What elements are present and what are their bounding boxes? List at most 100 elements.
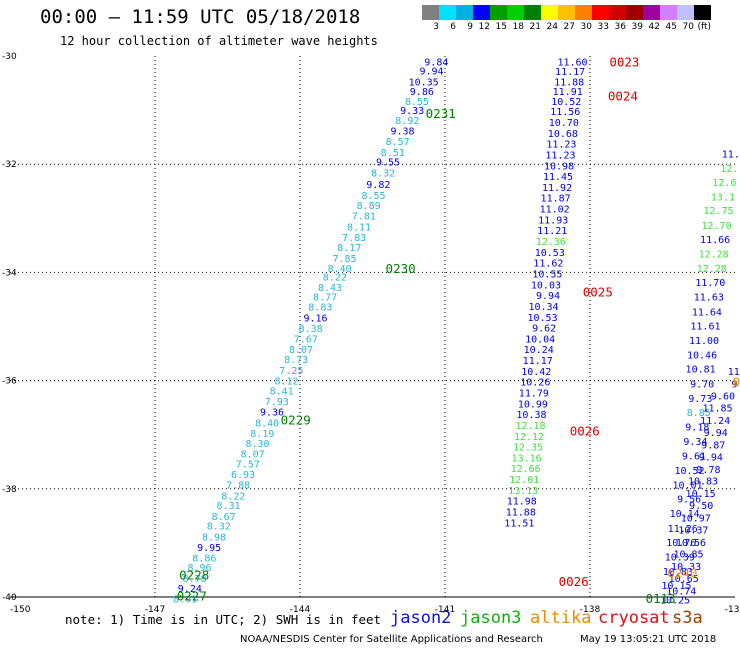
wave-height-value: 10.85	[673, 550, 703, 561]
wave-height-value: 9	[731, 379, 737, 390]
wave-height-value: 8.19	[250, 429, 274, 440]
wave-height-value: 13.13	[508, 486, 538, 497]
wave-height-value: 10.70	[549, 118, 579, 129]
wave-height-value: 10.46	[687, 351, 717, 362]
wave-height-value: 11.17	[523, 356, 553, 367]
wave-height-value: 10.01	[673, 480, 703, 491]
pass-time-label: 0229	[281, 413, 311, 428]
wave-height-value: 9.94	[536, 291, 560, 302]
wave-height-value: 11.21	[537, 226, 567, 237]
wave-height-value: 8.11	[347, 222, 371, 233]
wave-height-value: 11.	[722, 149, 740, 160]
color-swatch	[422, 5, 439, 20]
wave-height-value: 11.51	[504, 518, 534, 529]
wave-height-value: 10.39	[665, 552, 695, 563]
wave-height-value: 11.88	[554, 77, 584, 88]
wave-height-value: 8.55	[361, 191, 385, 202]
wave-height-value: 9.84	[424, 57, 448, 68]
x-tick-label: -147	[145, 605, 165, 615]
wave-height-value: 11.91	[553, 87, 583, 98]
wave-height-value: 8.73	[284, 355, 308, 366]
wave-height-value: 9.61	[682, 451, 706, 462]
generated-timestamp: May 19 13:05:21 UTC 2018	[580, 634, 717, 645]
wave-height-value: 8.32	[371, 168, 395, 179]
wave-height-value: 12.28	[699, 249, 729, 260]
pass-time-label: 0240	[667, 566, 697, 581]
color-swatch	[456, 5, 473, 20]
wave-height-values: 9.849.9410.359.868.559.338.929.388.578.5…	[173, 57, 740, 606]
wave-height-value: 12.35	[513, 443, 543, 454]
color-swatch	[473, 5, 490, 20]
x-tick-label: -150	[10, 605, 31, 615]
wave-height-value: 10.25	[660, 596, 690, 607]
pass-time-labels: 0231 0230 0229 0228 0227 0023 0024 0025 0026 0026…	[177, 54, 740, 606]
color-swatch	[643, 5, 660, 20]
wave-height-value: 11	[728, 367, 740, 378]
wave-height-value: 9.36	[260, 407, 284, 418]
pass-time-label: 0113	[646, 591, 676, 606]
units-note: note: 1) Time is in UTC; 2) SWH is in fe…	[65, 612, 382, 627]
wave-height-value: 10.15	[686, 489, 716, 500]
wave-height-value: 11.63	[694, 293, 724, 304]
wave-height-value: 10.24	[524, 345, 554, 356]
wave-height-value: 8.40	[328, 264, 352, 275]
x-tick-label: -144	[290, 605, 311, 615]
color-swatch	[592, 5, 609, 20]
wave-height-value: 11.66	[700, 235, 730, 246]
wave-height-value: 10.97	[681, 513, 711, 524]
color-scale-label: 6	[450, 22, 456, 32]
y-tick-label: -36	[2, 377, 17, 387]
color-swatch	[439, 5, 456, 20]
wave-height-value: 11.60	[557, 57, 587, 68]
color-scale-label: 21	[529, 22, 541, 32]
pass-time-label: 0026	[570, 423, 600, 438]
wave-height-value: 10.15	[661, 581, 691, 592]
wave-height-value: 9.86	[410, 87, 434, 98]
wave-height-value: 8.12	[274, 377, 298, 388]
legend-cryosat: cryosat	[598, 608, 670, 628]
wave-height-value: 11.85	[702, 404, 732, 415]
wave-height-value: 12.	[720, 164, 738, 175]
color-scale-label: 9	[467, 22, 473, 32]
color-swatch	[694, 5, 711, 20]
color-scale-label: 45	[665, 22, 677, 32]
wave-height-value: 8.78	[183, 574, 207, 585]
wave-height-value: 10.65	[669, 574, 699, 585]
wave-height-value: 11.56	[550, 107, 580, 118]
wave-height-value: 8.89	[357, 201, 381, 212]
wave-height-value: 11.62	[533, 259, 563, 270]
pass-time-label: 0227	[177, 588, 207, 603]
legend-jason3: jason3	[460, 608, 522, 628]
y-tick-label: -30	[2, 52, 17, 62]
color-scale-label: 39	[631, 22, 643, 32]
wave-height-value: 10.74	[666, 587, 696, 598]
wave-height-value: 8.55	[405, 97, 429, 108]
wave-height-value: 11.79	[519, 389, 549, 400]
color-swatch	[660, 5, 677, 20]
wave-height-value: 8.38	[299, 324, 323, 335]
wave-height-value: 7.85	[332, 254, 356, 265]
color-scale-label: 70	[682, 22, 694, 32]
wave-height-value: 9.94	[704, 428, 728, 439]
wave-height-value: 10.42	[521, 367, 551, 378]
wave-height-value: 10.68	[548, 129, 578, 140]
color-swatch	[609, 5, 626, 20]
wave-height-value: 10.56	[676, 538, 706, 549]
wave-height-value: 9.55	[376, 157, 400, 168]
wave-height-value: 8.22	[221, 491, 245, 502]
y-tick-label: -38	[2, 485, 17, 495]
wave-height-value: 10.76	[666, 538, 696, 549]
wave-height-value: 10.26	[520, 378, 550, 389]
wave-height-value: 8.98	[202, 532, 226, 543]
pass-time-label: 0025	[583, 284, 613, 299]
wave-height-value: 9.38	[390, 127, 414, 138]
color-scale-label: 30	[580, 22, 592, 32]
wave-height-value: 10.53	[535, 248, 565, 259]
wave-height-value: 9.95	[197, 543, 221, 554]
wave-height-value: 10.34	[528, 302, 558, 313]
wave-height-value: 8.85	[687, 408, 711, 419]
legend-jason2: jason2	[390, 608, 452, 628]
wave-height-value: 10.35	[409, 77, 439, 88]
wave-height-value: 8.57	[386, 137, 410, 148]
